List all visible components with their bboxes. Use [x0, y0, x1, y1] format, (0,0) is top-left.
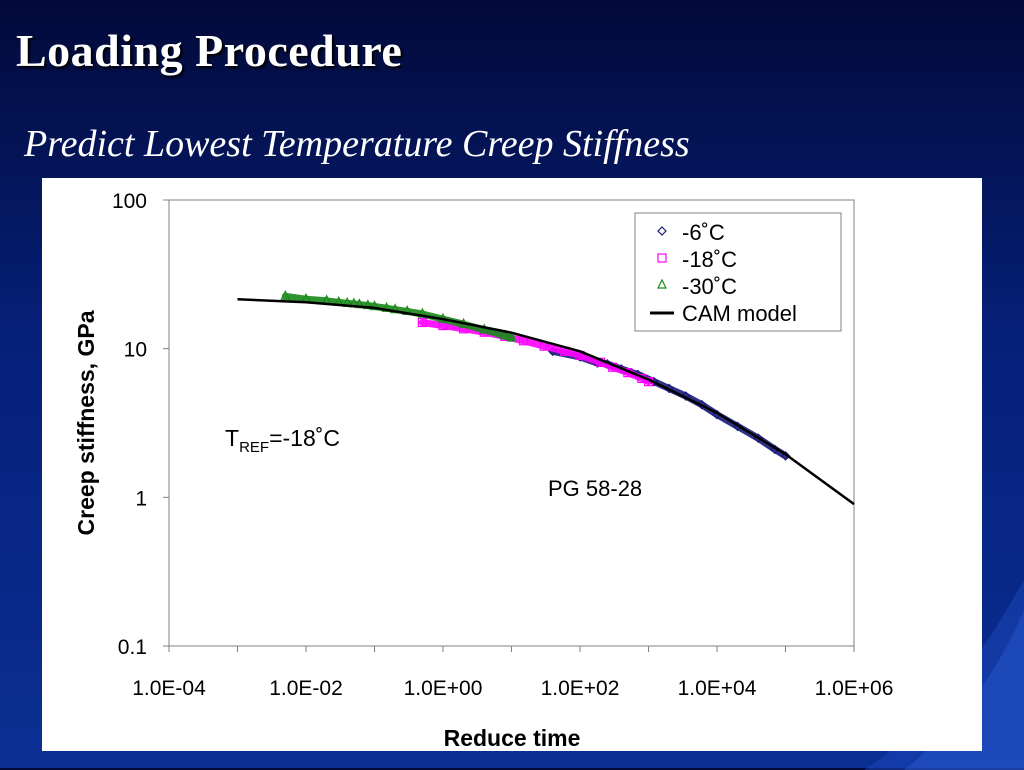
cam-model-line	[237, 297, 855, 506]
legend-box	[634, 212, 842, 332]
series-diamond	[547, 346, 791, 461]
x-axis-label: Reduce time	[444, 725, 581, 751]
tref-annotation: TREF=-18˚C	[225, 425, 340, 456]
legend-marker	[657, 226, 667, 236]
legend-label: -18˚C	[682, 247, 737, 272]
tref-main: T	[225, 425, 239, 451]
tref-value: =-18˚C	[269, 425, 340, 451]
series-band	[549, 347, 789, 460]
x-tick-label: 1.0E+02	[541, 677, 620, 700]
data-point	[390, 303, 401, 314]
legend-label: -30˚C	[682, 274, 737, 299]
y-axis-label: Creep stiffness, GPa	[73, 310, 99, 535]
data-point	[417, 307, 428, 318]
x-tick-label: 1.0E+00	[404, 677, 483, 700]
axis-ticks	[163, 199, 855, 652]
slide-title: Loading Procedure	[16, 25, 403, 76]
tick-labels: 1.0E-04 1.0E-02 1.0E+00 1.0E+02 1.0E+04 1.0E+…	[112, 190, 893, 700]
x-tick-label: 1.0E-04	[132, 677, 206, 700]
data-point	[280, 289, 291, 300]
x-tick-label: 1.0E+06	[815, 677, 894, 700]
data-point	[680, 391, 691, 401]
data-point	[417, 317, 427, 328]
series-layer	[237, 289, 855, 506]
data-point	[499, 329, 510, 340]
decorative-swoosh	[864, 580, 1024, 770]
y-tick-label: 0.1	[118, 636, 147, 659]
data-point	[369, 300, 380, 311]
y-tick-label: 10	[124, 339, 147, 362]
data-point	[780, 451, 791, 461]
legend-label: CAM model	[682, 301, 797, 326]
x-tick-label: 1.0E-02	[269, 677, 343, 700]
series-band	[418, 319, 652, 386]
slide-subtitle: Predict Lowest Temperature Creep Stiffne…	[24, 123, 690, 165]
x-tick-label: 1.0E+04	[678, 677, 757, 700]
data-point	[381, 301, 392, 312]
data-point	[506, 331, 517, 342]
y-tick-label: 100	[112, 190, 147, 213]
tref-subscript: REF	[239, 439, 269, 456]
legend-label: -6˚C	[682, 220, 725, 245]
y-tick-label: 1	[135, 487, 147, 510]
binder-annotation: PG 58-28	[548, 476, 642, 501]
chart-panel: 1.0E-04 1.0E-02 1.0E+00 1.0E+02 1.0E+04 1.0E+…	[42, 178, 982, 751]
legend-marker	[657, 253, 667, 263]
creep-stiffness-chart: 1.0E-04 1.0E-02 1.0E+00 1.0E+02 1.0E+04 1.0E+…	[73, 190, 893, 751]
series-square	[417, 317, 654, 387]
legend-marker	[657, 278, 667, 289]
